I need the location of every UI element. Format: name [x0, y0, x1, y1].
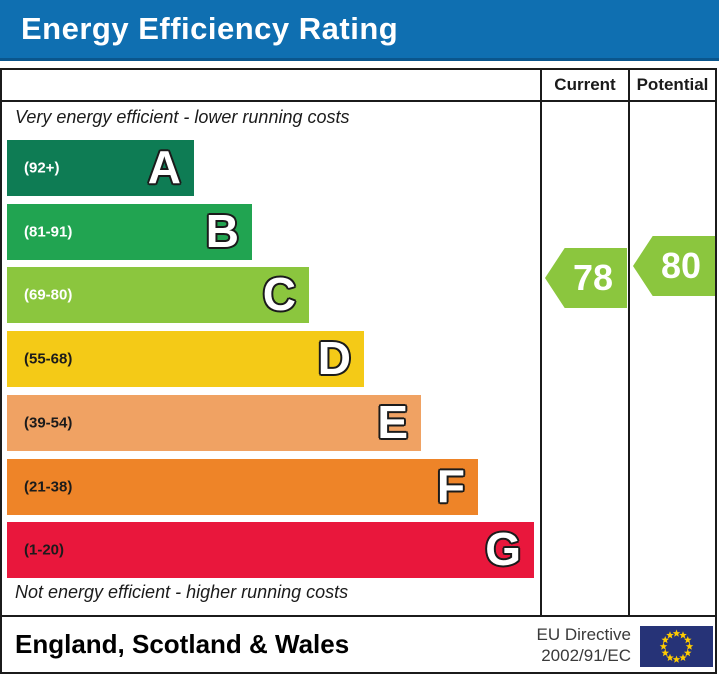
footer-region-label: England, Scotland & Wales	[15, 629, 350, 659]
current-rating-value: 78	[572, 257, 614, 298]
band-row-F: (21-38) F	[7, 459, 478, 515]
epc-chart-frame: Current Potential Very energy efficient …	[0, 68, 717, 674]
band-range-label: (55-68)	[24, 350, 73, 368]
eu-directive-label: EU Directive 2002/91/EC	[537, 624, 631, 666]
band-range-label: (69-80)	[24, 286, 73, 304]
potential-column-header: Potential	[636, 75, 709, 94]
potential-column-divider	[628, 70, 630, 617]
band-range-label: (21-38)	[24, 478, 73, 496]
current-column-header: Current	[554, 75, 616, 94]
band-letter: F	[436, 460, 465, 513]
band-range-label: (39-54)	[24, 414, 73, 432]
chart-title-bar: Energy Efficiency Rating	[0, 0, 719, 61]
band-range-label: (1-20)	[24, 541, 65, 559]
top-note: Very energy efficient - lower running co…	[15, 107, 350, 127]
band-letter: A	[147, 141, 181, 194]
band-letter: D	[317, 332, 351, 385]
header-separator-line	[2, 100, 715, 102]
band-letter: E	[377, 396, 408, 449]
current-rating-arrow: 78	[545, 248, 627, 308]
band-letter: G	[485, 523, 521, 576]
band-row-A: (92+) A	[7, 140, 194, 196]
eu-directive-line2: 2002/91/EC	[541, 646, 631, 665]
current-column-divider	[540, 70, 542, 617]
footer-separator-line	[2, 615, 715, 617]
band-row-G: (1-20) G	[7, 522, 534, 578]
band-letter: C	[262, 268, 296, 321]
eu-directive-line1: EU Directive	[536, 625, 631, 644]
eu-flag-icon	[640, 626, 713, 667]
band-row-E: (39-54) E	[7, 395, 421, 451]
band-range-label: (81-91)	[24, 223, 73, 241]
band-letter: B	[205, 205, 239, 258]
potential-rating-arrow: 80	[633, 236, 715, 296]
band-row-C: (69-80) C	[7, 267, 309, 323]
band-row-B: (81-91) B	[7, 204, 252, 260]
band-row-D: (55-68) D	[7, 331, 364, 387]
potential-rating-value: 80	[660, 245, 702, 286]
chart-title: Energy Efficiency Rating	[21, 11, 399, 46]
band-range-label: (92+)	[24, 159, 60, 177]
bottom-note: Not energy efficient - higher running co…	[15, 582, 349, 602]
